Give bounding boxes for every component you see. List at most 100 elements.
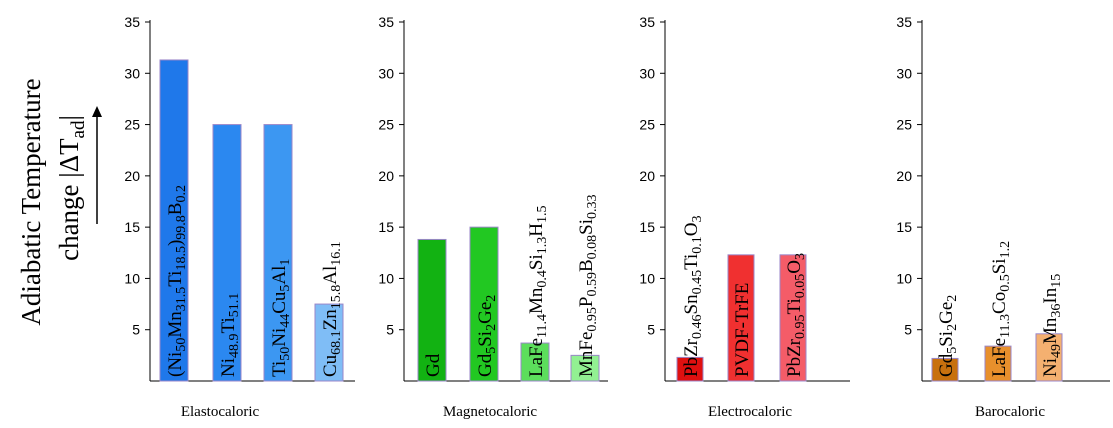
bar-label-text: O [784,260,805,274]
y-tick-label: 35 [639,14,655,30]
bar-label-subscript: 1.2 [998,241,1013,259]
bar-label-subscript: 3 [793,253,808,260]
bar-label-text: MnFe [576,332,597,377]
y-tick-label: 25 [378,117,394,133]
y-tick-label: 10 [378,270,394,286]
bar-label-subscript: 0.95 [793,315,808,340]
bar-label-text: Al [320,266,341,285]
bar [314,303,344,382]
y-tick-label: 10 [124,270,140,286]
bar-label: LaFe11.3Co0.5Si1.2 [989,241,1013,377]
bar-label-subscript: 5 [278,285,293,292]
bar [727,254,755,382]
bar-label: Ti50Ni44Cu5Al1 [269,259,293,377]
y-tick-label: 5 [647,322,655,338]
y-tick-label: 15 [896,219,912,235]
bar-label: Gd5Si2Ge2 [475,295,499,377]
bar-label-subscript: 51.1 [227,293,242,318]
y-axis-arrow-head [92,106,102,117]
bar-label-text: B [576,259,597,272]
y-tick-label: 5 [386,322,394,338]
bar-label-text: LaFe [526,338,547,377]
bar-label-subscript: 44 [278,314,293,328]
bar-label: Gd [423,353,444,377]
category-label: Barocaloric [975,404,1045,420]
bar-label-subscript: 0.95 [585,307,600,332]
category-label: Electrocaloric [708,404,792,420]
bar-label-text: Gd [423,353,444,377]
bar-label-subscript: 31.5 [174,287,189,312]
bar-label-text: Si [576,219,597,235]
y-axis-label-line1: Adiabatic Temperature [16,78,46,325]
bar-label-subscript: 0.1 [690,236,705,254]
bar-label-text: Ti [784,298,805,314]
bar-label: (Ni50Mn31.5Ti18.5)99.8B0.2 [165,185,189,377]
bar-label-text: Mn [1040,317,1061,344]
bar-label-subscript: 15.8 [329,285,344,310]
bar-label-subscript: 3 [690,215,705,222]
bar-label-text: ) [165,240,186,246]
bar-label: PbZr0.46Sn0.45Ti0.1O3 [681,215,705,377]
bar-label-text: (Ni [165,352,186,377]
y-axis-label-text: change |ΔT [54,138,84,261]
bar-label-text: LaFe [989,338,1010,377]
bar-label-subscript: 11.4 [535,314,550,338]
y-tick-label: 15 [639,219,655,235]
y-tick-label: 10 [639,270,655,286]
bar-label-text: Co [989,292,1010,314]
bar-label-subscript: 2 [484,324,499,331]
y-tick-label: 25 [639,117,655,133]
bar [212,124,242,382]
y-tick-label: 15 [124,219,140,235]
y-axis-label-text: | [54,115,84,120]
bar-label: LaFe11.4Mn0.4Si1.3H1.5 [526,205,550,377]
bar-label-subscript: 2 [484,295,499,302]
y-tick-label: 25 [124,117,140,133]
bar [984,345,1012,382]
bar-label-text: In [1040,287,1061,303]
bar-label-text: Sn [681,294,702,315]
bar-label-subscript: 0.4 [535,270,550,288]
bar-label-subscript: 0.5 [998,274,1013,292]
bar [263,124,293,382]
bar-label-subscript: 49 [1049,344,1064,358]
y-tick-label: 5 [904,322,912,338]
bar-label-text: Ti [269,361,290,377]
bar [469,226,499,382]
bar-label-text: Gd [475,353,496,377]
bar-label-subscript: 0.08 [585,235,600,260]
bar-label-subscript: 0.46 [690,314,705,339]
bar-label-subscript: 5 [484,347,499,354]
bar-label-text: Ni [269,328,290,347]
bar-label-subscript: 0.2 [174,185,189,203]
y-tick-label: 25 [896,117,912,133]
y-tick-label: 30 [639,65,655,81]
bar-label-text: H [526,223,547,237]
bar-label-text: Al [269,266,290,285]
bar-label-subscript: 2 [945,324,960,331]
bar-label-subscript: 0.59 [585,272,600,297]
bar-label-text: Ti [218,317,239,333]
bar [417,238,447,382]
bar [159,59,189,382]
y-tick-label: 35 [378,14,394,30]
bar-label-subscript: 36 [1049,304,1064,318]
bar-label-subscript: 0.05 [793,274,808,299]
bar-label-text: Si [526,254,547,270]
bar-label-text: Mn [165,311,186,338]
bar [676,356,704,382]
bar-label-text: Ni [218,358,239,377]
bar [570,354,600,382]
bar-label-text: B [165,203,186,216]
bar-label-subscript: 48.9 [227,334,242,359]
bar-label-text: Zr [681,338,702,357]
bar-label-text: O [681,222,702,236]
bar-label-text: PVDF-TrFE [732,283,753,377]
bar-label-subscript: 16.1 [329,241,344,266]
y-tick-label: 35 [896,14,912,30]
bar-label: Gd5Si2Ge2 [936,295,960,377]
y-tick-label: 30 [896,65,912,81]
bar-label-subscript: 0.45 [690,270,705,295]
